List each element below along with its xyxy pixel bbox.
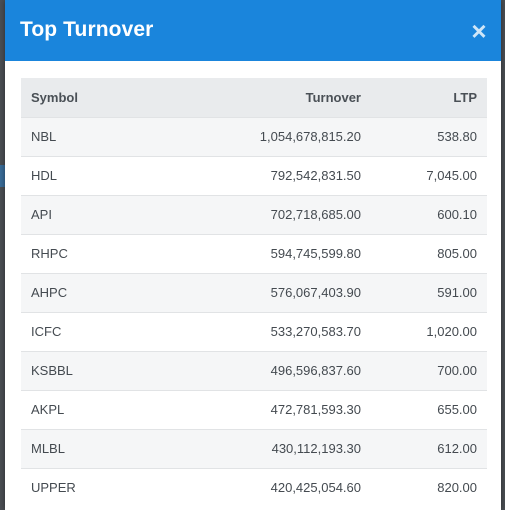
modal-title: Top Turnover	[20, 18, 154, 41]
cell-symbol: UPPER	[31, 480, 76, 496]
cell-symbol: ICFC	[31, 324, 62, 339]
column-header-ltp[interactable]: LTP	[453, 89, 477, 105]
cell-ltp: 1,020.00	[426, 324, 477, 339]
cell-turnover: 576,067,403.90	[270, 285, 361, 300]
cell-symbol: API	[31, 207, 52, 222]
table-row[interactable]: UPPER 420,425,054.60 820.00	[21, 468, 487, 507]
table-row[interactable]: RHPC 594,745,599.80 805.00	[21, 234, 487, 273]
cell-ltp: 612.00	[437, 441, 477, 456]
table-row[interactable]: HDL 792,542,831.50 7,045.00	[21, 156, 487, 195]
turnover-table: Symbol Turnover LTP NBL 1,054,678,815.20…	[21, 78, 487, 507]
table-row[interactable]: ICFC 533,270,583.70 1,020.00	[21, 312, 487, 351]
column-header-symbol[interactable]: Symbol	[31, 89, 78, 105]
cell-ltp: 538.80	[437, 129, 477, 144]
table-header-row: Symbol Turnover LTP	[21, 78, 487, 117]
table-row[interactable]: API 702,718,685.00 600.10	[21, 195, 487, 234]
cell-symbol: AKPL	[31, 402, 65, 417]
modal-header: Top Turnover ×	[5, 0, 501, 61]
cell-symbol: HDL	[31, 168, 58, 183]
cell-ltp: 600.10	[437, 207, 477, 222]
cell-ltp: 7,045.00	[426, 168, 477, 183]
cell-turnover: 533,270,583.70	[270, 324, 361, 339]
close-icon[interactable]: ×	[471, 16, 487, 46]
cell-symbol: MLBL	[31, 441, 65, 456]
cell-turnover: 792,542,831.50	[270, 168, 361, 183]
table-row[interactable]: MLBL 430,112,193.30 612.00	[21, 429, 487, 468]
cell-ltp: 805.00	[437, 246, 477, 261]
cell-symbol: KSBBL	[31, 363, 73, 378]
background-strip	[0, 165, 6, 187]
cell-turnover: 496,596,837.60	[270, 363, 361, 378]
top-turnover-modal: Top Turnover × Symbol Turnover LTP NBL 1…	[5, 0, 501, 510]
cell-turnover: 702,718,685.00	[270, 207, 361, 222]
table-row[interactable]: KSBBL 496,596,837.60 700.00	[21, 351, 487, 390]
cell-ltp: 700.00	[437, 363, 477, 378]
cell-turnover: 420,425,054.60	[270, 480, 361, 496]
table-row[interactable]: AKPL 472,781,593.30 655.00	[21, 390, 487, 429]
cell-turnover: 594,745,599.80	[270, 246, 361, 261]
cell-ltp: 591.00	[437, 285, 477, 300]
table-row[interactable]: AHPC 576,067,403.90 591.00	[21, 273, 487, 312]
cell-symbol: NBL	[31, 129, 57, 144]
cell-turnover: 430,112,193.30	[271, 441, 361, 456]
cell-ltp: 655.00	[437, 402, 477, 417]
cell-ltp: 820.00	[437, 480, 477, 496]
column-header-turnover[interactable]: Turnover	[305, 89, 361, 105]
cell-symbol: RHPC	[31, 246, 68, 261]
turnover-table-container: Symbol Turnover LTP NBL 1,054,678,815.20…	[21, 78, 487, 507]
cell-symbol: AHPC	[31, 285, 68, 300]
table-row[interactable]: NBL 1,054,678,815.20 538.80	[21, 117, 487, 156]
cell-turnover: 472,781,593.30	[270, 402, 361, 417]
cell-turnover: 1,054,678,815.20	[259, 129, 361, 144]
